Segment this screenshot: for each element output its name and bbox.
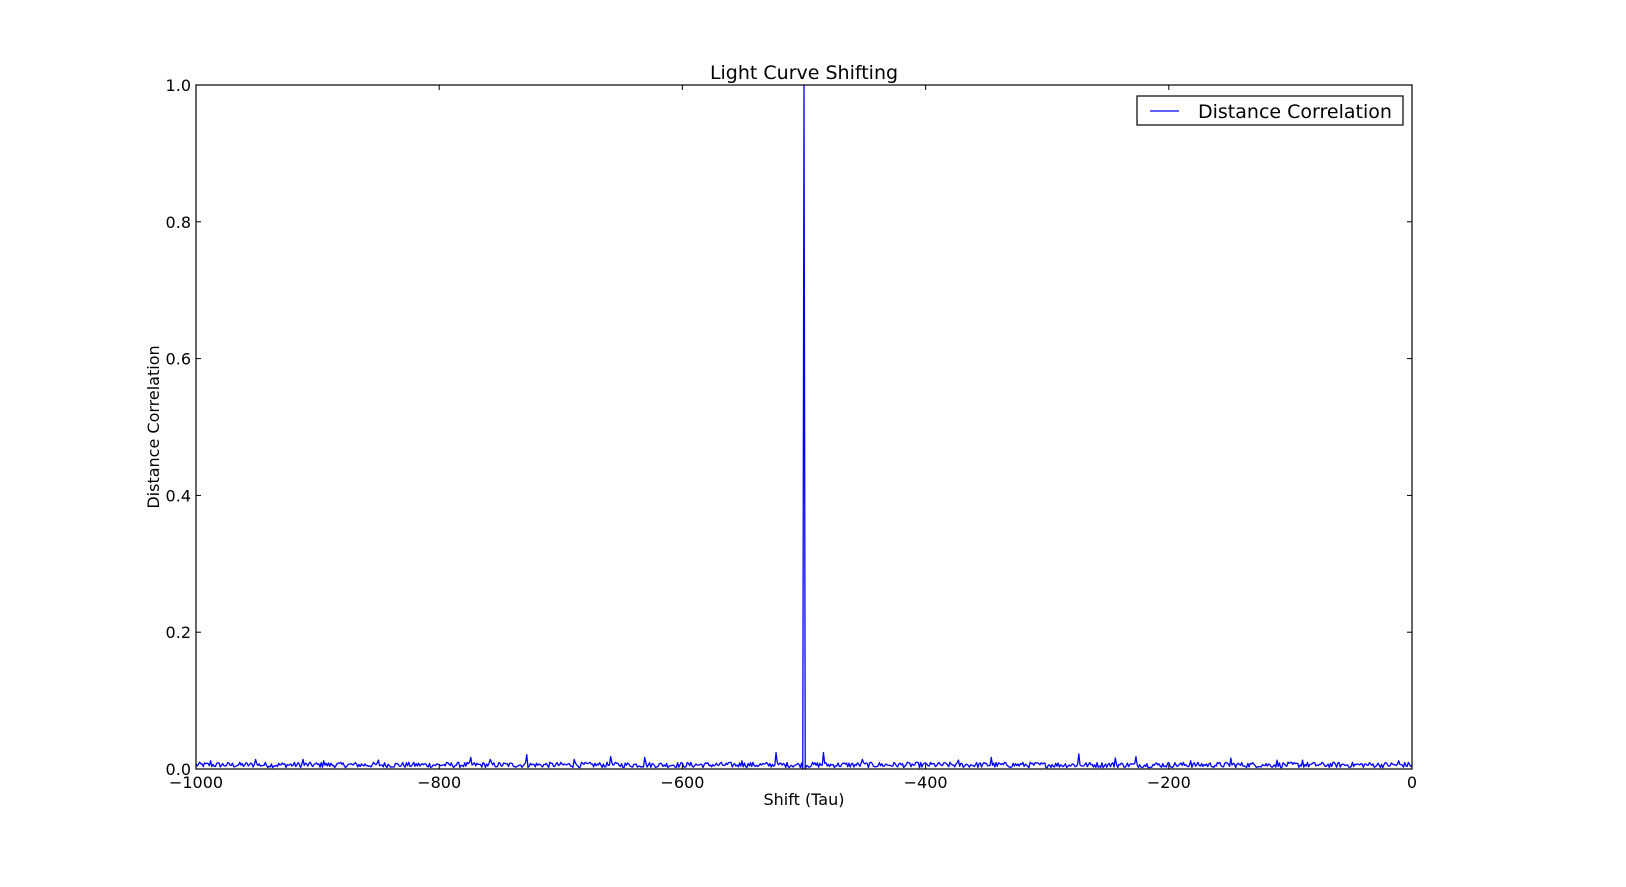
x-axis-label: Shift (Tau) bbox=[763, 790, 844, 809]
x-tick-label: −1000 bbox=[169, 773, 223, 792]
legend: Distance Correlation bbox=[1136, 95, 1404, 126]
x-tick-label: −200 bbox=[1147, 773, 1191, 792]
y-tick-label: 0.6 bbox=[166, 350, 191, 369]
x-tick-label: 0 bbox=[1407, 773, 1417, 792]
y-tick-label: 0.8 bbox=[166, 213, 191, 232]
ticks-layer: −1000 −800 −600 −400 −200 0 0.0 0.2 0.4 0.6 0.8 1.0 bbox=[166, 76, 1418, 792]
x-tick-label: −800 bbox=[417, 773, 461, 792]
legend-box bbox=[1136, 95, 1404, 126]
chart-title: Light Curve Shifting bbox=[710, 62, 898, 84]
plot-frame bbox=[195, 84, 1413, 770]
x-tick-label: −600 bbox=[660, 773, 704, 792]
y-axis-label: Distance Correlation bbox=[144, 345, 163, 508]
y-tick-label: 1.0 bbox=[166, 76, 191, 95]
x-tick-label: −400 bbox=[904, 773, 948, 792]
y-tick-label: 0.4 bbox=[166, 486, 191, 505]
legend-label: Distance Correlation bbox=[1198, 101, 1392, 123]
y-tick-label: 0.0 bbox=[166, 760, 191, 779]
y-tick-label: 0.2 bbox=[166, 623, 191, 642]
